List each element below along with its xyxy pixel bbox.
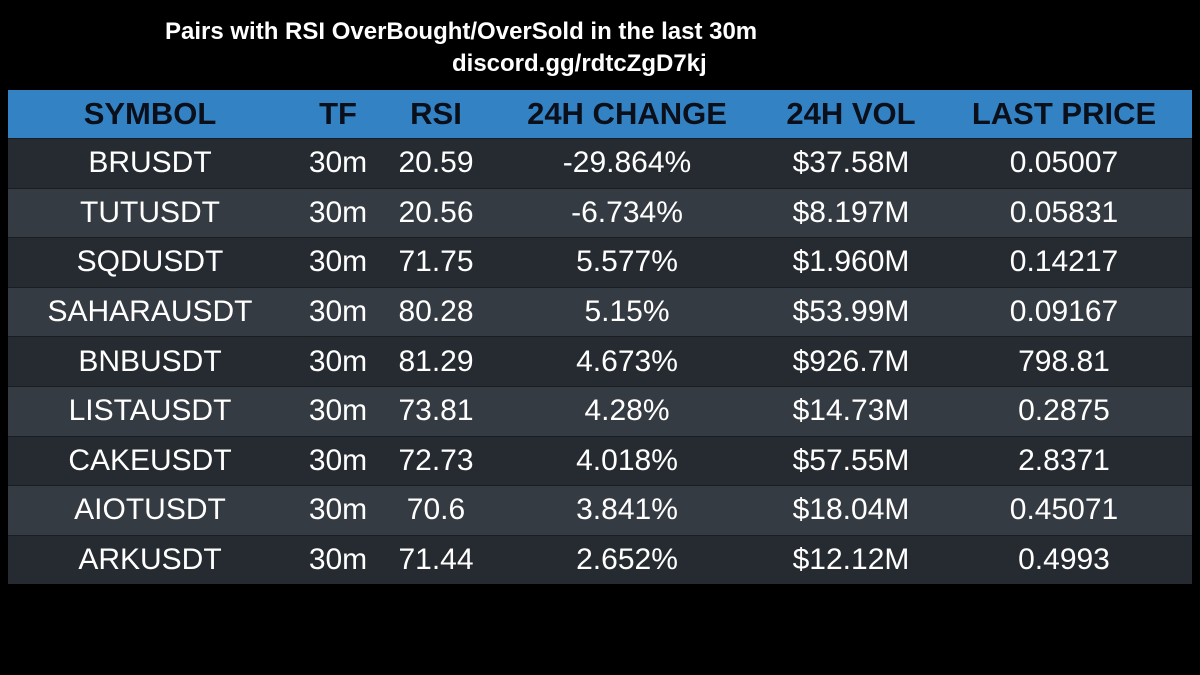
table-row: SAHARAUSDT 30m 80.28 5.15% $53.99M 0.091…: [8, 286, 1192, 337]
rsi-cell: 71.75: [398, 245, 474, 279]
table-row: AIOTUSDT 30m 70.6 3.841% $18.04M 0.45071: [8, 485, 1192, 535]
change-cell: 5.577%: [576, 245, 678, 279]
header-tf: TF: [319, 96, 357, 131]
symbol-cell: SQDUSDT: [76, 245, 224, 279]
symbol-cell: LISTAUSDT: [68, 394, 232, 428]
volume-cell: $57.55M: [792, 443, 910, 477]
change-cell: -6.734%: [571, 195, 683, 229]
price-cell: 798.81: [1018, 344, 1110, 378]
symbol-cell: BNBUSDT: [78, 344, 222, 378]
rsi-cell: 71.44: [398, 543, 474, 577]
header-symbol: SYMBOL: [83, 96, 217, 131]
volume-cell: $926.7M: [792, 344, 910, 378]
table-row: ARKUSDT 30m 71.44 2.652% $12.12M 0.4993: [8, 534, 1192, 585]
table-row: BNBUSDT 30m 81.29 4.673% $926.7M 798.81: [8, 336, 1192, 386]
price-cell: 0.09167: [1009, 295, 1119, 329]
table-row: TUTUSDT 30m 20.56 -6.734% $8.197M 0.0583…: [8, 187, 1192, 238]
header-24h-change: 24H CHANGE: [527, 96, 727, 131]
header-last-price: LAST PRICE: [971, 96, 1157, 131]
tf-cell: 30m: [308, 394, 368, 428]
change-cell: 4.673%: [576, 344, 678, 378]
tf-cell: 30m: [308, 195, 368, 229]
symbol-cell: SAHARAUSDT: [47, 295, 253, 329]
tf-cell: 30m: [308, 295, 368, 329]
table-row: SQDUSDT 30m 71.75 5.577% $1.960M 0.14217: [8, 237, 1192, 287]
rsi-cell: 72.73: [398, 443, 474, 477]
symbol-cell: TUTUSDT: [80, 195, 220, 229]
rsi-cell: 81.29: [398, 344, 474, 378]
volume-cell: $14.73M: [792, 394, 910, 428]
discord-link[interactable]: discord.gg/rdtcZgD7kj: [452, 50, 707, 77]
header-24h-vol: 24H VOL: [786, 96, 916, 131]
table-row: LISTAUSDT 30m 73.81 4.28% $14.73M 0.2875: [8, 385, 1192, 436]
change-cell: 3.841%: [576, 493, 678, 527]
volume-cell: $37.58M: [792, 146, 910, 180]
volume-cell: $8.197M: [792, 195, 910, 229]
change-cell: 4.28%: [584, 394, 670, 428]
symbol-cell: AIOTUSDT: [74, 493, 226, 527]
rsi-cell: 20.59: [398, 146, 474, 180]
symbol-cell: ARKUSDT: [78, 543, 222, 577]
price-cell: 0.05007: [1009, 146, 1119, 180]
volume-cell: $18.04M: [792, 493, 910, 527]
symbol-cell: CAKEUSDT: [68, 443, 232, 477]
rsi-cell: 73.81: [398, 394, 474, 428]
rsi-table: SYMBOL TF RSI 24H CHANGE 24H VOL LAST PR…: [8, 90, 1192, 585]
price-cell: 0.4993: [1018, 543, 1110, 577]
tf-cell: 30m: [308, 443, 368, 477]
price-cell: 0.05831: [1009, 195, 1119, 229]
volume-cell: $1.960M: [792, 245, 910, 279]
tf-cell: 30m: [308, 543, 368, 577]
header-rsi: RSI: [410, 96, 462, 131]
symbol-cell: BRUSDT: [88, 146, 212, 180]
table-header-row: SYMBOL TF RSI 24H CHANGE 24H VOL LAST PR…: [8, 90, 1192, 138]
price-cell: 0.45071: [1009, 493, 1119, 527]
change-cell: 4.018%: [576, 443, 678, 477]
change-cell: 5.15%: [584, 295, 670, 329]
rsi-cell: 20.56: [398, 195, 474, 229]
rsi-cell: 70.6: [406, 493, 466, 527]
volume-cell: $12.12M: [792, 543, 910, 577]
tf-cell: 30m: [308, 245, 368, 279]
price-cell: 0.14217: [1009, 245, 1119, 279]
change-cell: -29.864%: [562, 146, 692, 180]
change-cell: 2.652%: [576, 543, 678, 577]
table-row: BRUSDT 30m 20.59 -29.864% $37.58M 0.0500…: [8, 138, 1192, 188]
tf-cell: 30m: [308, 493, 368, 527]
tf-cell: 30m: [308, 344, 368, 378]
table-row: CAKEUSDT 30m 72.73 4.018% $57.55M 2.8371: [8, 435, 1192, 486]
tf-cell: 30m: [308, 146, 368, 180]
page-title: Pairs with RSI OverBought/OverSold in th…: [165, 18, 758, 45]
rsi-cell: 80.28: [398, 295, 474, 329]
volume-cell: $53.99M: [792, 295, 910, 329]
price-cell: 2.8371: [1018, 443, 1110, 477]
price-cell: 0.2875: [1018, 394, 1110, 428]
